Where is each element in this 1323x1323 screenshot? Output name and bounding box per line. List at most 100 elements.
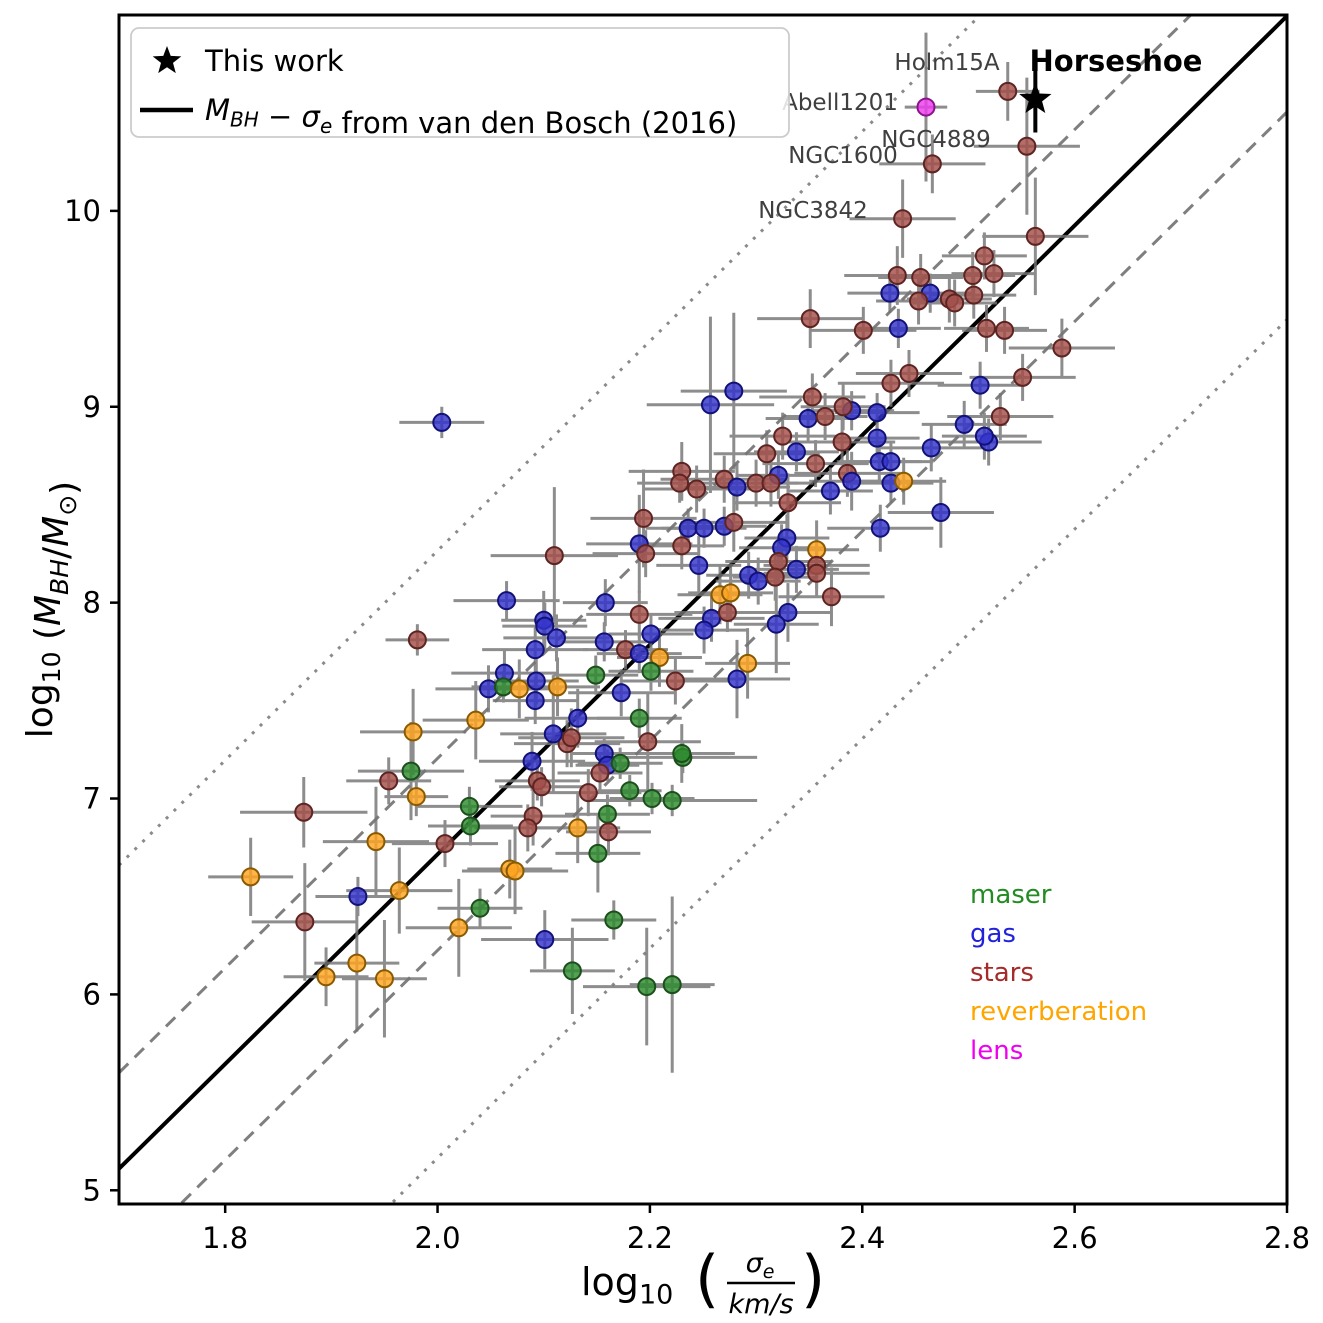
x-tick-label: 2.0 xyxy=(414,1221,460,1255)
data-point-gas xyxy=(525,640,545,660)
y-tick-label: 5 xyxy=(83,1173,101,1207)
data-point-stars xyxy=(881,373,901,393)
annotation-holm15a: Holm15A xyxy=(894,50,999,76)
data-point-gas xyxy=(535,930,555,950)
data-point-gas xyxy=(700,395,720,415)
y-tick-label: 10 xyxy=(64,194,101,228)
data-point-stars xyxy=(598,822,618,842)
data-point-gas xyxy=(881,452,901,472)
data-point-maser xyxy=(493,677,513,697)
data-point-stars xyxy=(945,293,965,313)
data-point-maser xyxy=(604,910,624,930)
data-point-gas xyxy=(786,559,806,579)
data-point-stars xyxy=(984,264,1004,284)
data-point-maser xyxy=(672,743,692,763)
y-axis-label-group: log10 (MBH/M⊙) xyxy=(20,481,85,738)
method-legend-stars: stars xyxy=(970,958,1034,988)
data-point-maser xyxy=(459,796,479,816)
data-point-gas xyxy=(820,481,840,501)
method-legend-reverberation: reverberation xyxy=(970,997,1147,1027)
x-axis-label-frac-num: σe xyxy=(746,1248,775,1283)
x-axis-label-open-paren: ( xyxy=(695,1242,719,1315)
data-point-stars xyxy=(998,81,1018,101)
plot-border xyxy=(117,13,1289,1206)
this-work-star-marker xyxy=(1019,82,1052,113)
data-point-stars xyxy=(665,671,685,691)
data-point-lens xyxy=(916,97,936,117)
scatter-band-line-minus-dashed xyxy=(178,110,1287,1204)
data-point-reverberation xyxy=(347,953,367,973)
data-point-stars xyxy=(977,318,997,338)
legend-label-this-work: This work xyxy=(204,44,344,78)
y-tick-label: 9 xyxy=(83,390,101,424)
data-point-gas xyxy=(497,591,517,611)
data-point-gas xyxy=(870,518,890,538)
data-point-stars xyxy=(832,432,852,452)
data-point-stars xyxy=(990,407,1010,427)
data-point-maser xyxy=(642,789,662,809)
x-axis-label-group: log10 (σe km/s) xyxy=(581,1242,825,1320)
data-point-gas xyxy=(694,620,714,640)
x-tick-label: 2.2 xyxy=(627,1221,673,1255)
data-point-reverberation xyxy=(241,867,261,887)
data-point-maser xyxy=(629,708,649,728)
method-legend-lens: lens xyxy=(970,1036,1023,1066)
data-point-stars xyxy=(806,454,826,474)
data-point-stars xyxy=(761,473,781,493)
data-point-stars xyxy=(518,818,538,838)
legend: This work MBH − σe from van den Bosch (20… xyxy=(130,27,790,140)
data-point-stars xyxy=(963,266,983,286)
data-point-gas xyxy=(629,644,649,664)
method-legend-maser: maser xyxy=(970,880,1052,910)
data-point-gas xyxy=(766,614,786,634)
data-point-maser xyxy=(460,816,480,836)
data-point-reverberation xyxy=(721,583,741,603)
annotation-abell1201: Abell1201 xyxy=(782,90,898,116)
data-point-stars xyxy=(629,604,649,624)
data-point-maser xyxy=(620,781,640,801)
data-point-stars xyxy=(578,783,598,803)
data-point-reverberation xyxy=(807,540,827,560)
data-point-stars xyxy=(899,363,919,383)
data-point-gas xyxy=(694,518,714,538)
data-point-gas xyxy=(842,471,862,491)
data-point-gas xyxy=(432,412,452,432)
x-axis-label-frac-den: km/s xyxy=(728,1289,793,1320)
data-point-reverberation xyxy=(548,677,568,697)
data-point-stars xyxy=(887,266,907,286)
data-point-reverberation xyxy=(406,787,426,807)
data-point-stars xyxy=(544,546,564,566)
legend-label-relation: MBH − σe from van den Bosch (2016) xyxy=(205,93,737,140)
data-point-gas xyxy=(689,555,709,575)
data-point-stars xyxy=(407,630,427,650)
data-point-stars xyxy=(757,444,777,464)
x-tick-label: 2.4 xyxy=(839,1221,885,1255)
data-point-maser xyxy=(470,898,490,918)
data-point-gas xyxy=(727,669,747,689)
data-point-gas xyxy=(921,438,941,458)
data-point-reverberation xyxy=(403,722,423,742)
data-point-stars xyxy=(768,552,788,572)
y-tick-label: 8 xyxy=(83,586,101,620)
data-point-reverberation xyxy=(505,861,525,881)
y-tick-label: 6 xyxy=(83,977,101,1011)
data-point-maser xyxy=(562,961,582,981)
data-point-stars xyxy=(922,154,942,174)
data-point-maser xyxy=(637,977,657,997)
data-points xyxy=(241,81,1072,997)
data-point-gas xyxy=(778,602,798,622)
data-point-stars xyxy=(909,291,929,311)
x-tick-label: 1.8 xyxy=(202,1221,248,1255)
data-point-gas xyxy=(525,691,545,711)
x-axis-label-log: log10 xyxy=(581,1260,673,1310)
data-point-stars xyxy=(670,473,690,493)
plot-area xyxy=(119,15,1287,1204)
data-point-maser xyxy=(641,661,661,681)
y-tick-label: 7 xyxy=(83,782,101,816)
data-point-gas xyxy=(546,628,566,648)
data-point-gas xyxy=(727,477,747,497)
legend-star-icon xyxy=(152,46,182,74)
x-tick-label: 2.8 xyxy=(1264,1221,1310,1255)
data-point-maser xyxy=(662,975,682,995)
